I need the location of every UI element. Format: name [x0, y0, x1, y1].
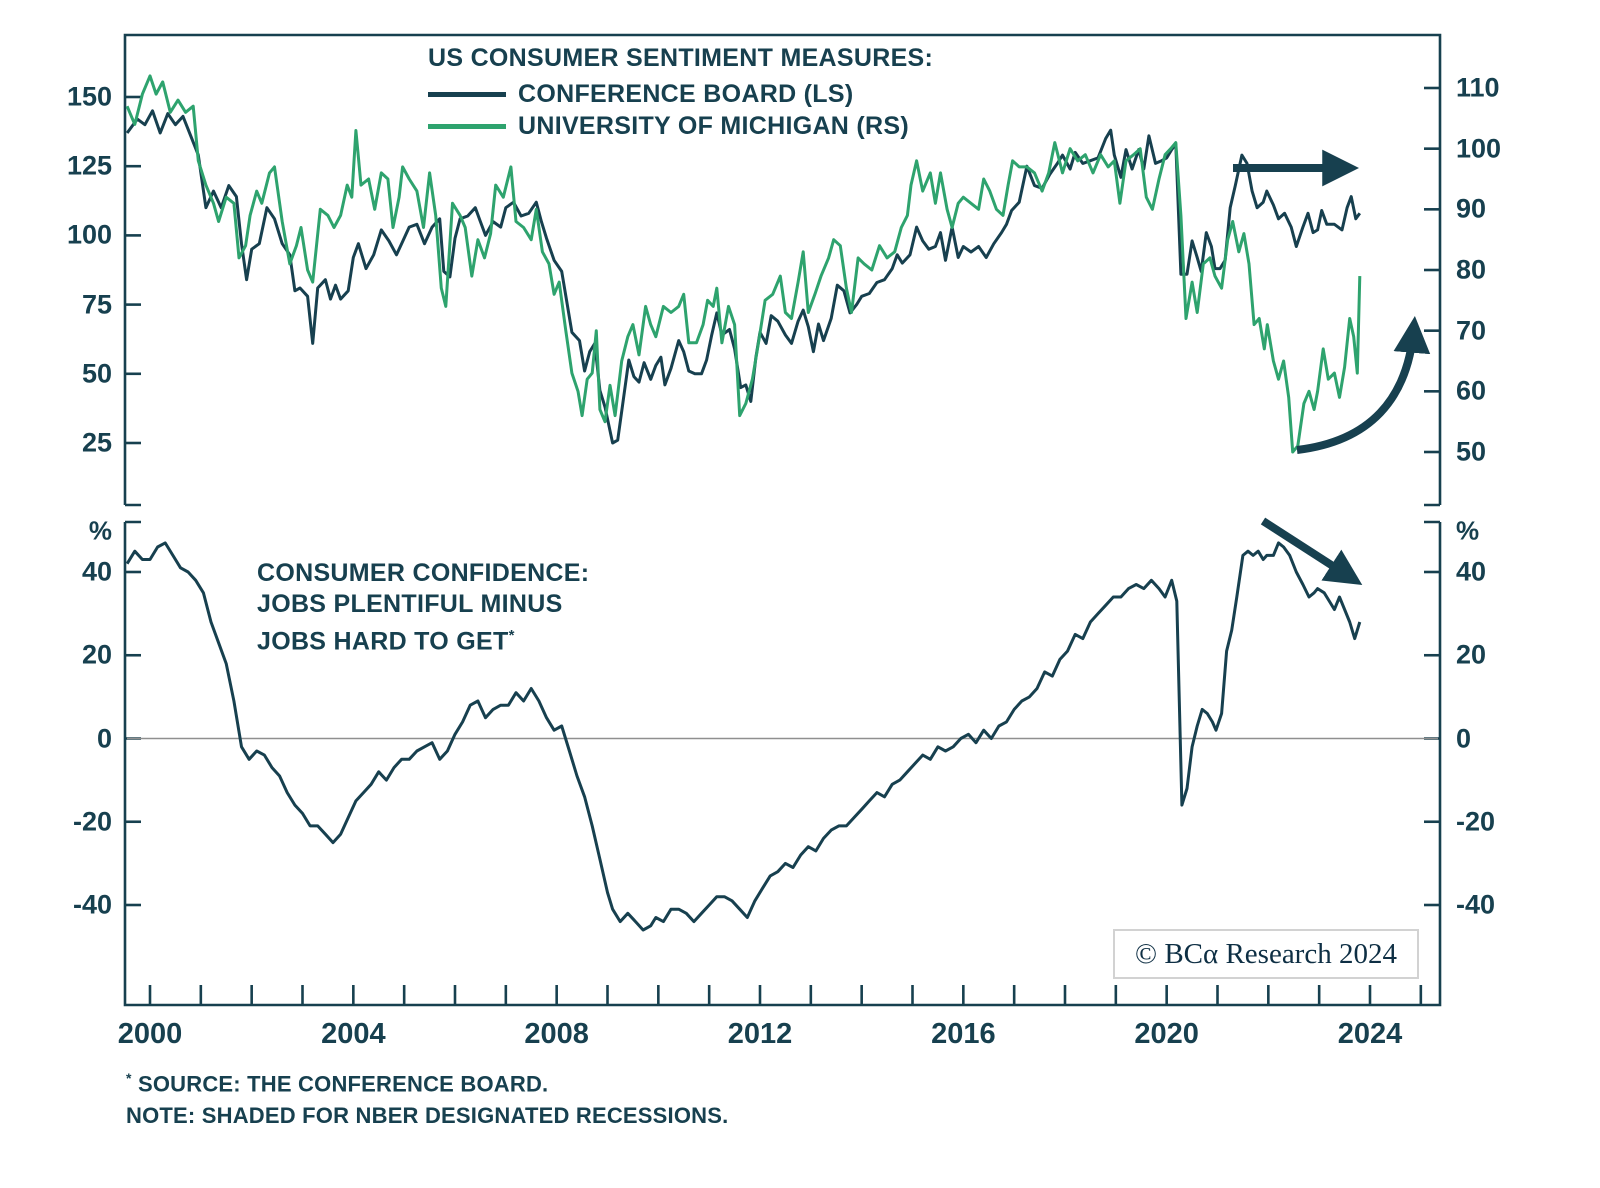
footnote-note: NOTE: SHADED FOR NBER DESIGNATED RECESSI… — [126, 1103, 729, 1129]
bottom-right-tick-label: 40 — [1456, 556, 1487, 587]
bottom-right-tick-label: -20 — [1456, 806, 1496, 837]
upturn-arrow — [1296, 315, 1431, 454]
top-left-tick-label: 50 — [81, 358, 112, 389]
copyright-badge: © BCα Research 2024 — [1113, 929, 1419, 979]
bottom-panel-title-line1: CONSUMER CONFIDENCE: — [257, 559, 590, 587]
top-left-tick-label: 100 — [66, 219, 112, 250]
footnote-source: * SOURCE: THE CONFERENCE BOARD. — [126, 1070, 549, 1097]
x-axis-year-label: 2024 — [1337, 1018, 1403, 1050]
top-right-tick-label: 50 — [1456, 436, 1487, 467]
legend-label-michigan: UNIVERSITY OF MICHIGAN (RS) — [518, 111, 909, 140]
x-axis-year-label: 2020 — [1134, 1018, 1199, 1050]
downturn-arrow — [1260, 517, 1363, 585]
footnotes: * SOURCE: THE CONFERENCE BOARD. NOTE: SH… — [126, 1062, 728, 1132]
footnote-mark: * — [508, 627, 515, 644]
top-left-tick-label: 25 — [81, 427, 112, 458]
conference-board-line-swatch — [428, 91, 506, 97]
bottom-right-tick-label: -40 — [1456, 889, 1496, 920]
footnote-source-mark: * — [126, 1070, 132, 1086]
top-left-tick-label: 125 — [66, 150, 112, 181]
bottom-left-tick-label: 20 — [81, 639, 112, 670]
percent-label-left: % — [88, 515, 112, 546]
top-left-tick-label: 150 — [66, 81, 112, 112]
legend: US CONSUMER SENTIMENT MEASURES: CONFEREN… — [428, 44, 933, 142]
x-axis-year-label: 2012 — [727, 1018, 793, 1050]
michigan-line — [125, 74, 1362, 454]
jobs-differential-line — [125, 541, 1362, 932]
michigan-line-swatch — [428, 123, 506, 129]
bottom-panel-title-line2: JOBS PLENTIFUL MINUS — [257, 590, 563, 618]
bottom-left-tick-label: -20 — [72, 806, 112, 837]
top-right-tick-label: 90 — [1456, 193, 1487, 224]
bottom-left-tick-label: 40 — [81, 556, 112, 587]
x-axis-year-label: 2008 — [524, 1018, 589, 1050]
top-right-tick-label: 70 — [1456, 315, 1487, 346]
percent-label-right: % — [1456, 515, 1480, 546]
x-axis-year-label: 2016 — [931, 1018, 996, 1050]
bottom-panel-border — [123, 520, 1442, 1007]
legend-label-conference-board: CONFERENCE BOARD (LS) — [518, 79, 854, 108]
chart-title: US CONSUMER SENTIMENT MEASURES: — [428, 44, 934, 72]
x-axis-year-label: 2004 — [321, 1018, 386, 1050]
legend-item-michigan: UNIVERSITY OF MICHIGAN (RS) — [428, 110, 933, 142]
x-axis-year-label: 2000 — [117, 1018, 183, 1050]
bottom-right-tick-label: 0 — [1456, 723, 1472, 753]
bottom-panel-title-line3: JOBS HARD TO GET* — [257, 627, 515, 656]
bottom-right-tick-label: 20 — [1456, 639, 1487, 670]
bottom-left-tick-label: -40 — [72, 889, 112, 920]
top-right-tick-label: 110 — [1456, 72, 1500, 103]
top-right-tick-label: 60 — [1456, 375, 1487, 406]
legend-item-conference-board: CONFERENCE BOARD (LS) — [428, 78, 933, 110]
top-left-tick-label: 75 — [81, 289, 112, 320]
top-right-tick-label: 80 — [1456, 254, 1487, 285]
bottom-panel-title: CONSUMER CONFIDENCE: JOBS PLENTIFUL MINU… — [257, 558, 589, 657]
top-right-tick-label: 100 — [1456, 133, 1502, 164]
bottom-left-tick-label: 0 — [96, 723, 112, 753]
